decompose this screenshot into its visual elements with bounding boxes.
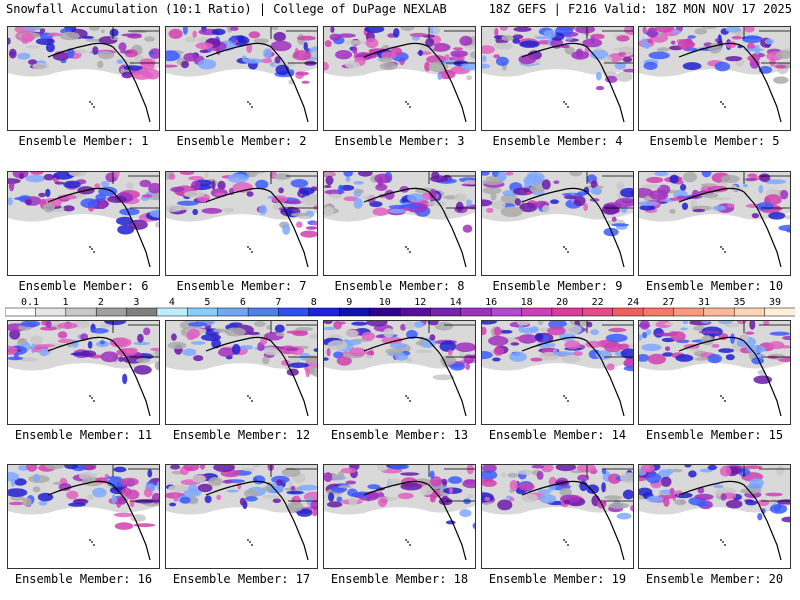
colorbar-label: 31 <box>698 297 711 308</box>
header-title: Snowfall Accumulation (10:1 Ratio) | Col… <box>6 2 447 16</box>
member-label: Ensemble Member: 10 <box>645 279 784 293</box>
member-label: Ensemble Member: 2 <box>176 134 307 148</box>
colorbar-swatch <box>65 307 97 317</box>
colorbar-label: 27 <box>662 297 675 308</box>
member-label: Ensemble Member: 19 <box>488 572 627 586</box>
member-label: Ensemble Member: 16 <box>14 572 153 586</box>
colorbar-swatch <box>95 307 128 317</box>
colorbar-swatch <box>35 307 67 317</box>
colorbar-swatch <box>642 307 675 317</box>
map-panel <box>165 320 318 425</box>
colorbar-swatch <box>673 307 705 317</box>
colorbar-label: 10 <box>378 297 391 308</box>
map-panel <box>7 464 160 569</box>
colorbar-label: 18 <box>520 297 533 308</box>
colorbar-label: 0.1 <box>20 297 40 308</box>
map-panel <box>638 464 791 569</box>
map-panel <box>638 320 791 425</box>
map-panel <box>323 464 476 569</box>
colorbar-swatch <box>187 307 219 317</box>
colorbar-label: 24 <box>627 297 640 308</box>
map-panel <box>165 26 318 131</box>
colorbar-label: 6 <box>239 297 246 308</box>
colorbar-swatch <box>399 307 432 317</box>
colorbar-swatch <box>733 307 766 317</box>
map-panel <box>638 26 791 131</box>
colorbar-swatch <box>460 307 492 317</box>
colorbar-label: 22 <box>591 297 604 308</box>
member-label: Ensemble Member: 12 <box>172 428 311 442</box>
colorbar-swatch <box>217 307 249 317</box>
colorbar-label: 4 <box>168 297 175 308</box>
colorbar-label: 39 <box>768 297 782 308</box>
member-label: Ensemble Member: 11 <box>14 428 153 442</box>
colorbar-label: 1 <box>62 297 69 308</box>
colorbar-swatch <box>764 307 795 317</box>
member-label: Ensemble Member: 9 <box>492 279 623 293</box>
colorbar-label: 12 <box>414 297 427 308</box>
member-label: Ensemble Member: 4 <box>492 134 623 148</box>
colorbar-label: 20 <box>556 297 569 308</box>
map-panel <box>165 171 318 276</box>
colorbar-label: 9 <box>346 297 353 308</box>
map-panel <box>323 320 476 425</box>
colorbar-swatch <box>308 307 340 317</box>
colorbar-swatch <box>126 307 158 317</box>
map-panel <box>323 26 476 131</box>
member-label: Ensemble Member: 1 <box>18 134 149 148</box>
member-label: Ensemble Member: 17 <box>172 572 311 586</box>
colorbar-swatch <box>521 307 553 317</box>
colorbar-swatch <box>582 307 614 317</box>
colorbar-label: 7 <box>275 297 282 308</box>
member-label: Ensemble Member: 5 <box>649 134 780 148</box>
colorbar-label: 35 <box>733 297 746 308</box>
colorbar-label: 2 <box>97 297 104 308</box>
colorbar-swatch <box>156 307 189 317</box>
map-panel <box>481 464 634 569</box>
colorbar-swatch <box>247 307 280 317</box>
colorbar-swatch <box>338 307 371 317</box>
member-label: Ensemble Member: 7 <box>176 279 307 293</box>
colorbar-label: 16 <box>485 297 498 308</box>
snowfall-colorbar <box>5 307 795 317</box>
colorbar-label: 14 <box>449 297 462 308</box>
map-panel <box>481 171 634 276</box>
member-label: Ensemble Member: 18 <box>330 572 469 586</box>
member-label: Ensemble Member: 15 <box>645 428 784 442</box>
map-panel <box>481 26 634 131</box>
colorbar-swatch <box>551 307 584 317</box>
member-label: Ensemble Member: 13 <box>330 428 469 442</box>
colorbar-label: 8 <box>310 297 317 308</box>
map-panel <box>481 320 634 425</box>
map-panel <box>7 26 160 131</box>
colorbar-swatch <box>369 307 401 317</box>
member-label: Ensemble Member: 3 <box>334 134 465 148</box>
header-run-info: 18Z GEFS | F216 Valid: 18Z MON NOV 17 20… <box>488 2 792 16</box>
colorbar-swatch <box>278 307 310 317</box>
colorbar-label: 3 <box>133 297 140 308</box>
colorbar-swatch <box>5 307 37 317</box>
member-label: Ensemble Member: 6 <box>18 279 149 293</box>
colorbar-swatch <box>703 307 735 317</box>
member-label: Ensemble Member: 8 <box>334 279 465 293</box>
member-label: Ensemble Member: 20 <box>645 572 784 586</box>
colorbar-swatch <box>612 307 644 317</box>
map-panel <box>165 464 318 569</box>
colorbar-swatch <box>430 307 462 317</box>
colorbar-swatch <box>490 307 523 317</box>
map-panel <box>323 171 476 276</box>
map-panel <box>638 171 791 276</box>
map-panel <box>7 320 160 425</box>
colorbar-label: 5 <box>204 297 211 308</box>
map-panel <box>7 171 160 276</box>
member-label: Ensemble Member: 14 <box>488 428 627 442</box>
